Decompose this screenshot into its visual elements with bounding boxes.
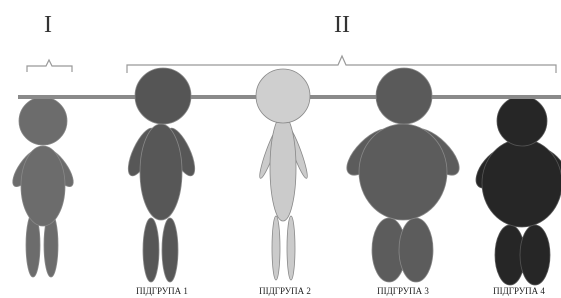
figure-label: ПІДГРУПА 4 (493, 286, 545, 296)
group-label: II (334, 12, 350, 38)
figure (340, 122, 467, 282)
figure (123, 124, 200, 282)
bracket (127, 56, 556, 73)
figure-label: ПІДГРУПА 1 (136, 286, 188, 296)
figure (469, 96, 561, 285)
group-label: I (44, 12, 52, 38)
figure (257, 115, 311, 280)
diagram: I II ПІДГРУПА 1 ПІ (0, 0, 561, 298)
head (376, 68, 432, 124)
head (256, 69, 310, 123)
figure-label: ПІДГРУПА 2 (259, 286, 311, 296)
figure-label: ПІДГРУПА 3 (377, 286, 429, 296)
bracket (27, 60, 72, 72)
figure (8, 97, 78, 277)
head (135, 68, 191, 124)
